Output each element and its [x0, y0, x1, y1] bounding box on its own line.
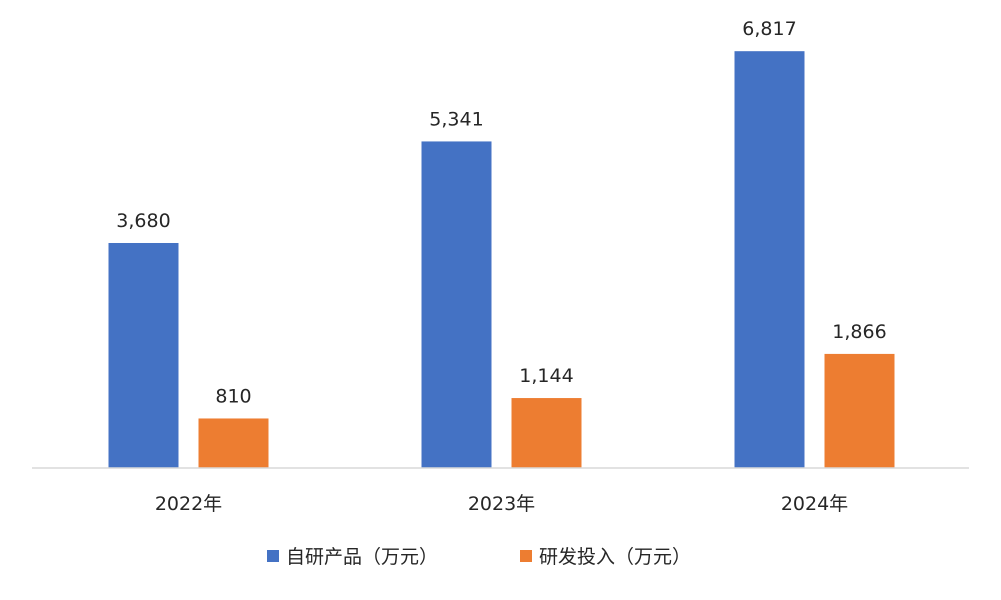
bar-series-1-2 — [421, 141, 492, 468]
data-label-series-2-3: 1,866 — [832, 321, 886, 343]
bar-series-2-1 — [198, 418, 269, 468]
bar-series-1-1 — [108, 242, 179, 468]
data-label-series-1-1: 3,680 — [116, 210, 170, 232]
category-labels-layer: 2022年 2023年 2024年 — [155, 493, 848, 515]
value-labels-layer: 3,680 810 5,341 1,144 6,817 1,866 — [116, 18, 886, 407]
bar-series-1-3 — [734, 51, 805, 468]
data-label-series-2-1: 810 — [215, 385, 251, 407]
legend-swatch-series-1 — [267, 550, 279, 562]
data-label-series-1-3: 6,817 — [742, 18, 796, 40]
category-label-3: 2024年 — [781, 493, 848, 515]
legend-swatch-series-2 — [520, 550, 532, 562]
bars-layer — [108, 51, 895, 468]
legend-label-series-1: 自研产品（万元） — [286, 546, 438, 568]
legend: 自研产品（万元） 研发投入（万元） — [267, 546, 691, 568]
legend-label-series-2: 研发投入（万元） — [539, 546, 691, 568]
category-label-1: 2022年 — [155, 493, 222, 515]
category-label-2: 2023年 — [468, 493, 535, 515]
data-label-series-2-2: 1,144 — [519, 365, 573, 387]
data-label-series-1-2: 5,341 — [429, 108, 483, 130]
bar-series-2-2 — [511, 398, 582, 468]
bar-series-2-3 — [824, 353, 895, 468]
